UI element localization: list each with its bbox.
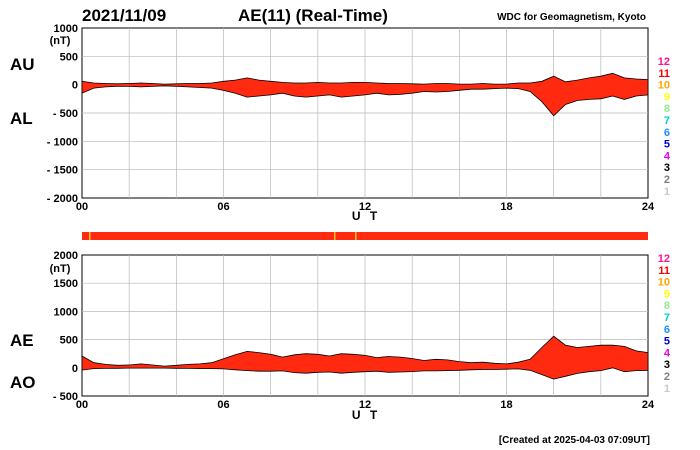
au-al-y-ticks: 1000 500 0 - 500 - 1000 - 1500 - 2000	[47, 23, 78, 205]
y-tick-label: 1000	[54, 306, 78, 318]
data-source: WDC for Geomagnetism, Kyoto	[497, 12, 646, 23]
y-tick-label: 500	[60, 51, 78, 63]
chart-title: AE(11) (Real-Time)	[238, 6, 388, 25]
station-number: 3	[664, 162, 670, 174]
station-number: 4	[664, 150, 671, 162]
series-label-al: AL	[10, 109, 33, 128]
y-tick-label: - 500	[53, 391, 78, 403]
y-tick-label: - 1500	[47, 165, 78, 177]
station-number: 5	[664, 336, 670, 348]
au-al-unit: (nT)	[50, 35, 71, 47]
y-tick-label: 1000	[54, 23, 78, 35]
station-number: 12	[658, 56, 670, 68]
y-tick-label: - 2000	[47, 193, 78, 205]
ae-ao-x-label: U T	[352, 408, 380, 422]
station-number: 2	[664, 371, 670, 383]
station-number: 3	[664, 359, 670, 371]
x-tick-label: 18	[500, 399, 512, 411]
series-label-ao: AO	[10, 373, 36, 392]
station-number: 7	[664, 115, 670, 127]
station-number: 8	[664, 300, 670, 312]
station-bar-mark	[355, 232, 357, 240]
ae-ao-x-ticks: 00 06 12 18 24	[76, 399, 655, 411]
au-al-x-label: U T	[352, 209, 380, 223]
station-bar-mark	[89, 232, 91, 240]
created-timestamp: [Created at 2025-04-03 07:09UT]	[499, 435, 650, 446]
station-number: 7	[664, 312, 670, 324]
station-number: 10	[658, 80, 670, 92]
x-tick-label: 06	[217, 399, 229, 411]
series-label-au: AU	[10, 55, 35, 74]
station-number: 9	[664, 91, 670, 103]
y-tick-label: 500	[60, 335, 78, 347]
y-tick-label: 1500	[54, 278, 78, 290]
au-al-grid	[82, 28, 648, 198]
x-tick-label: 00	[76, 201, 88, 213]
au-al-area	[81, 72, 649, 117]
y-tick-label: 2000	[54, 250, 78, 262]
station-number: 11	[658, 265, 670, 277]
ae-ao-unit: (nT)	[50, 263, 71, 275]
station-number: 1	[664, 186, 670, 198]
station-number: 6	[664, 127, 670, 139]
series-label-ae: AE	[10, 331, 34, 350]
station-number: 5	[664, 139, 670, 151]
station-number: 12	[658, 253, 670, 265]
station-number: 8	[664, 103, 670, 115]
x-tick-label: 00	[76, 399, 88, 411]
y-tick-label: - 1000	[47, 136, 78, 148]
station-number: 1	[664, 383, 670, 395]
y-tick-label: - 500	[53, 108, 78, 120]
station-number: 9	[664, 288, 670, 300]
station-number: 11	[658, 68, 670, 80]
station-bar-mark	[334, 232, 336, 240]
station-number: 4	[664, 347, 671, 359]
au-al-x-ticks: 00 06 12 18 24	[76, 201, 655, 213]
chart-date: 2021/11/09	[82, 6, 166, 25]
station-number: 10	[658, 277, 670, 289]
ae-ao-y-ticks: 2000 1500 1000 500 0 - 500	[53, 250, 78, 403]
station-availability-bar	[82, 232, 648, 240]
x-tick-label: 24	[642, 201, 655, 213]
y-tick-label: 0	[72, 363, 78, 375]
ae-ao-area	[81, 335, 649, 380]
y-tick-label: 0	[72, 80, 78, 92]
x-tick-label: 24	[642, 399, 655, 411]
station-number: 2	[664, 174, 670, 186]
x-tick-label: 12	[359, 399, 371, 411]
x-tick-label: 12	[359, 201, 371, 213]
x-tick-label: 18	[500, 201, 512, 213]
station-number: 6	[664, 324, 670, 336]
x-tick-label: 06	[217, 201, 229, 213]
